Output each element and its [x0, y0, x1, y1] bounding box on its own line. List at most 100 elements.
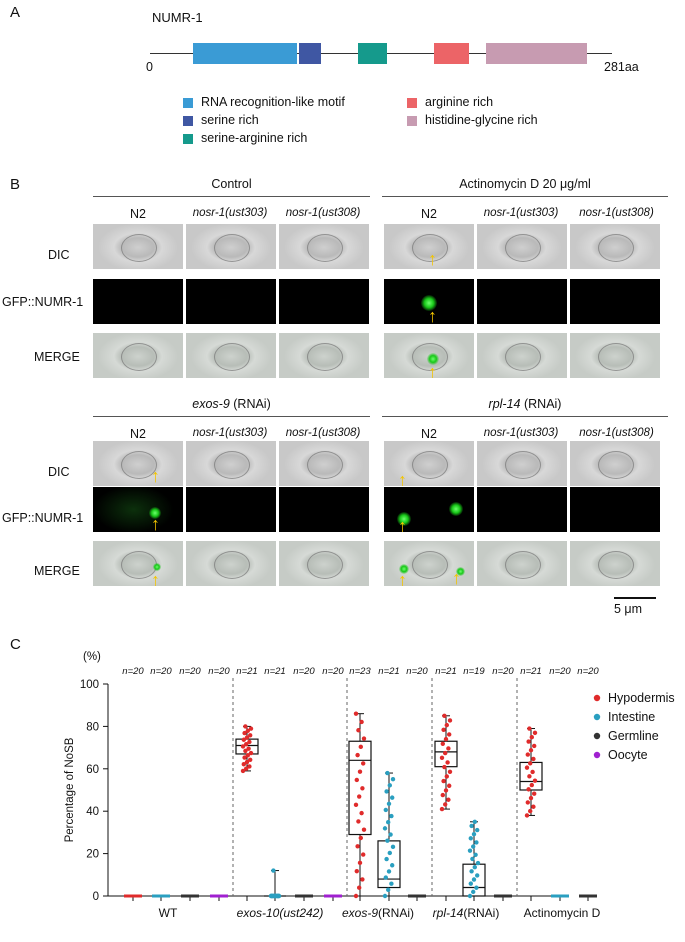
micrograph-gfp — [93, 279, 183, 324]
micrograph-dic — [186, 224, 276, 269]
sample-size-label: n=20 — [179, 666, 201, 677]
data-point — [244, 759, 250, 765]
data-point — [357, 769, 363, 774]
data-point — [244, 742, 249, 747]
micrograph-gfp — [477, 487, 567, 532]
data-point — [532, 778, 538, 783]
nucleus-outline — [598, 451, 634, 479]
arrow-icon: ↑ — [151, 514, 160, 532]
col-header: N2 — [130, 427, 146, 441]
data-point — [353, 893, 359, 899]
micrograph-dic — [279, 441, 369, 486]
data-point — [353, 802, 359, 808]
col-header: N2 — [421, 427, 437, 441]
y-tick-label: 20 — [86, 849, 99, 861]
box — [462, 863, 486, 897]
legend-swatch-rrm — [183, 98, 193, 108]
data-point — [361, 852, 366, 857]
nucleus-outline — [214, 551, 250, 579]
row-label-merge: MERGE — [34, 350, 80, 364]
group-label: Actinomycin D — [524, 906, 601, 920]
data-point — [525, 800, 530, 805]
micrograph-merge — [279, 541, 369, 586]
sample-size-label: n=20 — [492, 666, 514, 677]
micrograph-merge — [570, 541, 660, 586]
data-point — [474, 840, 479, 845]
micrograph-merge: ↑ — [93, 541, 183, 586]
data-point — [530, 769, 535, 775]
legend-label: Intestine — [608, 710, 655, 724]
micrograph-merge: ↑ ↑ — [384, 541, 474, 586]
gfp-signal — [421, 295, 437, 311]
data-point — [248, 757, 253, 762]
nucleus-outline — [412, 343, 448, 371]
group-rule — [93, 196, 370, 197]
arrow-icon: ↑ — [428, 249, 437, 269]
data-point — [531, 804, 536, 809]
data-point — [528, 761, 533, 766]
data-point — [467, 893, 473, 899]
group-label: exos-9(RNAi) — [342, 906, 414, 920]
data-point — [385, 770, 390, 776]
sample-size-label: n=20 — [122, 666, 144, 677]
group-label: WT — [159, 906, 178, 920]
data-point — [470, 856, 475, 862]
micrograph-dic — [279, 224, 369, 269]
data-point — [469, 869, 474, 874]
scale-bar — [614, 597, 656, 599]
micrograph-dic — [570, 441, 660, 486]
data-point — [390, 844, 396, 850]
data-point — [240, 768, 246, 774]
data-point — [440, 792, 445, 798]
sample-size-label: n=19 — [463, 666, 485, 677]
legend-dot — [593, 694, 601, 702]
group-label-plain: (RNAi) — [378, 906, 414, 920]
sample-size-label: n=20 — [322, 666, 344, 677]
data-point — [241, 737, 246, 742]
micrograph-dic — [570, 224, 660, 269]
panel-b-letter: B — [10, 176, 21, 193]
panel-a-letter: A — [10, 4, 21, 21]
data-point — [390, 795, 395, 800]
nucleus-outline — [598, 343, 634, 371]
y-tick-label: 100 — [80, 679, 99, 691]
legend-label-arginine: arginine rich — [425, 95, 494, 109]
data-point — [472, 819, 477, 824]
data-point — [447, 732, 452, 737]
micrograph-gfp: ↑ — [384, 487, 474, 532]
data-point — [361, 827, 367, 832]
gfp-signal — [153, 563, 161, 571]
panel-c-letter: C — [10, 636, 21, 653]
protein-name: NUMR-1 — [152, 10, 203, 25]
col-header: nosr-1(ust308) — [285, 427, 361, 439]
data-point — [390, 776, 396, 782]
micrograph-gfp — [570, 487, 660, 532]
data-point — [242, 730, 247, 736]
data-point — [356, 728, 361, 733]
data-point — [248, 733, 253, 738]
legend-dot — [593, 732, 601, 740]
data-point — [241, 762, 246, 767]
data-point — [359, 810, 364, 816]
micrograph-merge: ↑ — [384, 333, 474, 378]
data-point — [243, 724, 248, 729]
nucleus-outline — [121, 234, 157, 262]
arrow-icon: ↑ — [428, 306, 437, 324]
arrow-icon: ↑ — [151, 466, 160, 486]
y-axis-title: Percentage of NoSB — [64, 737, 76, 842]
scale-bar-label: 5 μm — [614, 602, 643, 616]
group-label: rpl-14(RNAi) — [433, 906, 500, 920]
data-point — [447, 769, 453, 774]
box — [348, 740, 372, 836]
data-point — [447, 783, 452, 788]
data-point — [468, 836, 473, 841]
data-point — [475, 860, 481, 866]
nucleus-outline — [307, 234, 343, 262]
data-point — [529, 735, 534, 740]
data-point — [441, 778, 446, 784]
legend-label: Hypodermis — [608, 691, 675, 705]
data-point — [525, 752, 530, 757]
nucleus-outline — [307, 551, 343, 579]
sample-size-label: n=23 — [349, 666, 371, 677]
data-point — [248, 726, 254, 731]
